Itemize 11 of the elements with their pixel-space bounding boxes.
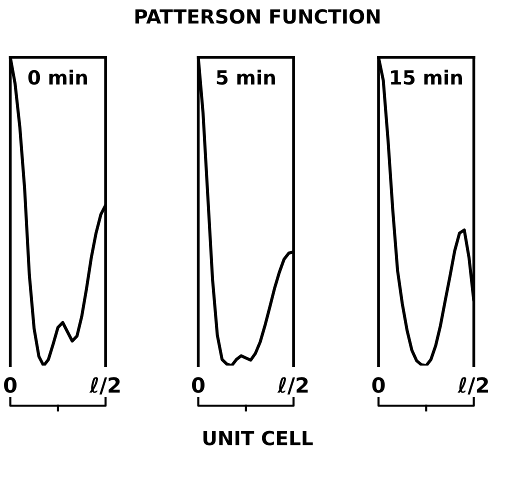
x-tick-label: 0 xyxy=(4,377,17,393)
x-tick-label: ℓ/2 xyxy=(458,377,488,395)
text: 5 min xyxy=(216,70,275,85)
text: PATTERSON FUNCTION xyxy=(135,9,380,24)
x-tick-label: ℓ/2 xyxy=(277,377,308,395)
x-axis-title: UNIT CELL xyxy=(203,430,313,446)
x-tick-label: 0 xyxy=(372,377,385,393)
text: 0 min xyxy=(28,70,87,85)
x-tick-label: ℓ/2 xyxy=(89,377,120,395)
text: 15 min xyxy=(391,70,462,85)
x-tick-label: 0 xyxy=(192,377,205,393)
